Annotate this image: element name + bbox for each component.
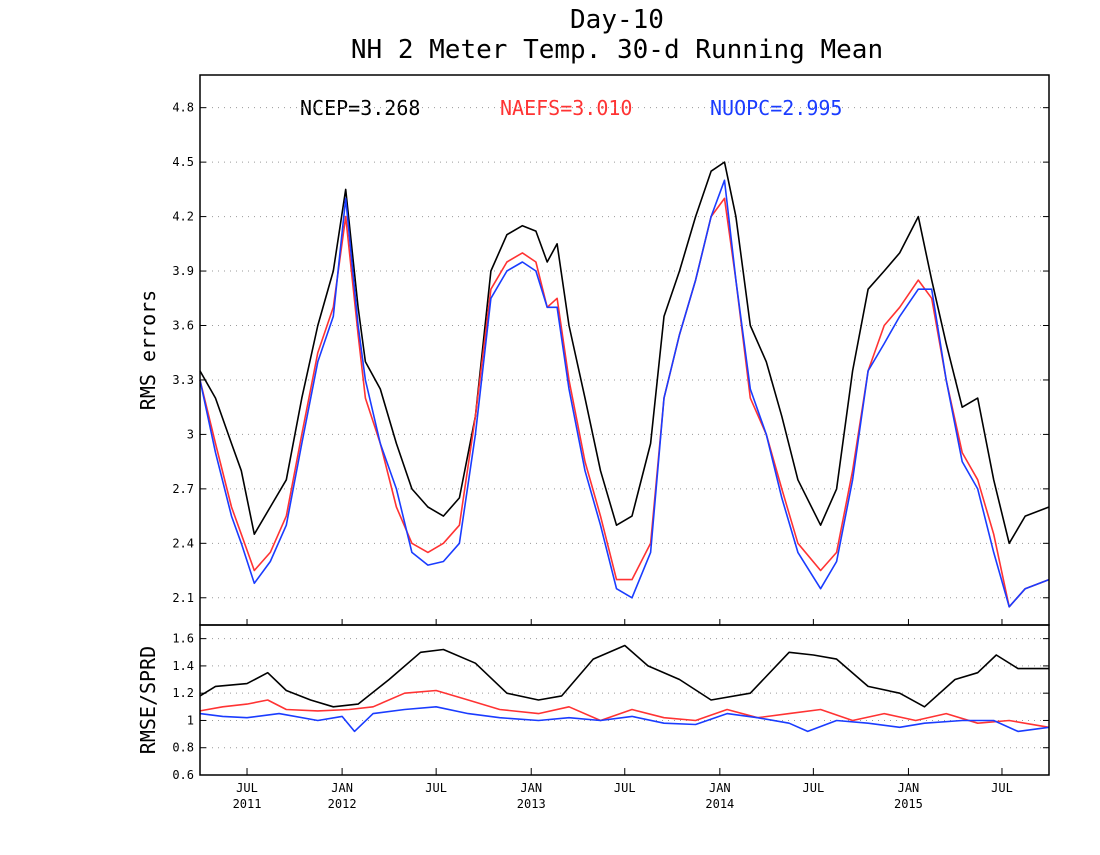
series-line-nuopc-ratio [199, 706, 1050, 733]
series-line-naefs-ratio [199, 689, 1050, 729]
x-tick-year-label: 2013 [517, 797, 546, 811]
y-tick-label: 1.2 [172, 686, 194, 700]
y-tick-label: 3 [187, 427, 194, 441]
y-tick-label: 3.3 [172, 373, 194, 387]
x-tick-label: JAN [520, 781, 542, 795]
y-tick-label: 2.7 [172, 482, 194, 496]
y-tick-label: 2.4 [172, 536, 194, 550]
y-tick-label: 3.6 [172, 318, 194, 332]
series-line-naefs-rmse [199, 197, 1050, 608]
x-tick-label: JAN [898, 781, 920, 795]
x-tick-label: JUL [614, 781, 636, 795]
y-tick-label: 4.2 [172, 210, 194, 224]
x-tick-year-label: 2012 [328, 797, 357, 811]
y-tick-label: 1.4 [172, 659, 194, 673]
x-tick-label: JUL [991, 781, 1013, 795]
bottom-y-axis-label: RMSE/SPRD [136, 646, 160, 754]
top-plot-frame [199, 74, 1050, 626]
legend-ncep: NCEP=3.268 [300, 96, 420, 120]
x-tick-label: JAN [331, 781, 353, 795]
top-y-axis-label: RMS errors [136, 290, 160, 410]
y-tick-label: 4.5 [172, 155, 194, 169]
series-line-nuopc-rmse [199, 179, 1050, 608]
x-tick-label: JUL [236, 781, 258, 795]
bottom-plot-frame [199, 624, 1050, 776]
y-tick-label: 4.8 [172, 101, 194, 115]
chart-title: Day-10 [570, 5, 664, 35]
series-line-ncep-rmse [199, 161, 1050, 545]
chart-plot-layers: 2.1 2.4 2.7 3 3.3 3.6 3.9 4.2 4.5 4.8 0.6 0.8 1 1.2 1.… [172, 74, 1050, 811]
x-tick-label: JUL [803, 781, 825, 795]
y-tick-label: 1 [187, 713, 194, 727]
x-tick-year-label: 2014 [705, 797, 734, 811]
y-tick-label: 2.1 [172, 591, 194, 605]
y-tick-label: 0.6 [172, 768, 194, 782]
series-line-ncep-ratio [199, 644, 1049, 708]
y-tick-label: 3.9 [172, 264, 194, 278]
chart-subtitle: NH 2 Meter Temp. 30-d Running Mean [351, 35, 883, 65]
x-tick-label: JUL [425, 781, 447, 795]
x-tick-year-label: 2015 [894, 797, 923, 811]
x-tick-year-label: 2011 [233, 797, 262, 811]
y-tick-label: 0.8 [172, 741, 194, 755]
y-tick-label: 1.6 [172, 632, 194, 646]
x-tick-label: JAN [709, 781, 731, 795]
